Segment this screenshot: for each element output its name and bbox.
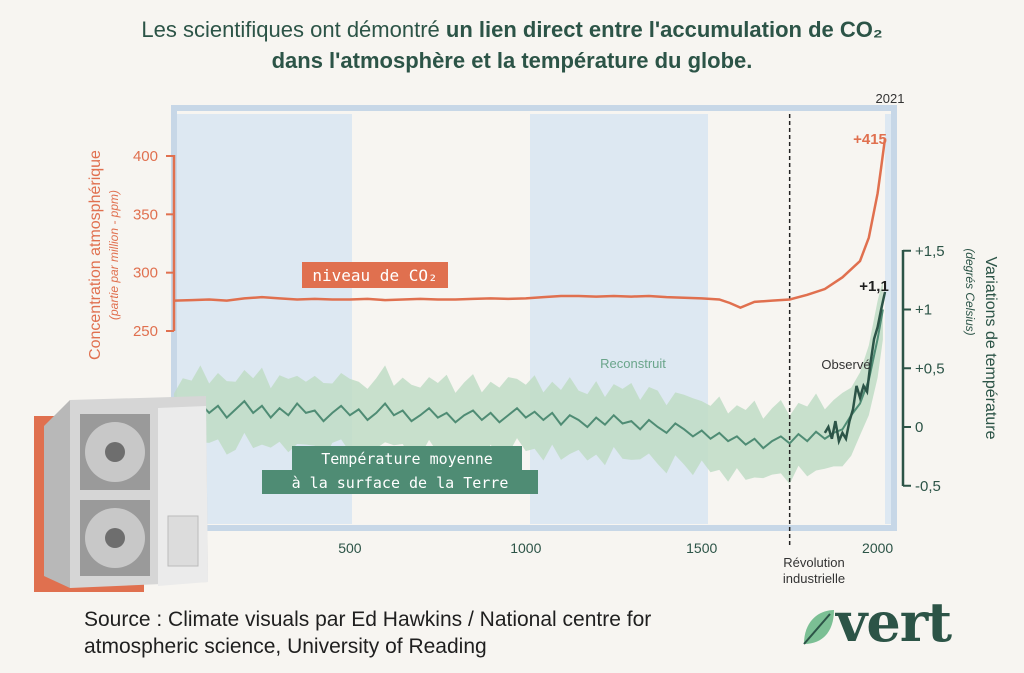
co2-end-label: +415 <box>853 131 887 148</box>
logo-text: vert <box>836 590 952 654</box>
right-axis-tick-label: +1 <box>915 302 932 319</box>
stripe-2000 <box>885 114 893 524</box>
chart-title: Les scientifiques ont démontré un lien d… <box>0 14 1024 76</box>
right-axis-tick-label: +1,5 <box>915 243 945 260</box>
right-axis-tick-label: +0,5 <box>915 360 945 377</box>
x-tick-label: 2000 <box>862 540 893 556</box>
air-conditioner-image <box>30 396 214 592</box>
right-axis-label: Variations de température <box>982 257 999 440</box>
temp-label-line2: à la surface de la Terre <box>292 474 509 492</box>
left-axis-sublabel: (partie par million - ppm) <box>107 190 121 320</box>
revolution-label-line2: industrielle <box>783 571 845 586</box>
x-tick-label: 1000 <box>510 540 541 556</box>
left-axis-tick-label: 350 <box>133 206 158 223</box>
left-axis-tick-label: 300 <box>133 265 158 282</box>
stripe-1000-1500 <box>530 114 708 524</box>
left-axis-tick-label: 250 <box>133 323 158 340</box>
x-tick-label: 1500 <box>686 540 717 556</box>
right-axis-tick-label: -0,5 <box>915 478 941 495</box>
temp-label-box-1 <box>292 446 522 470</box>
title-part1: Les scientifiques ont démontré <box>141 17 446 42</box>
revolution-label-line1: Révolution <box>783 555 844 570</box>
left-axis-label: Concentration atmosphérique <box>87 150 104 360</box>
observed-label: Observé <box>821 357 870 372</box>
temp-end-label: +1,1 <box>859 278 889 295</box>
leaf-icon <box>803 610 834 645</box>
temp-label-box-2 <box>262 470 538 494</box>
co2-label: niveau de CO₂ <box>312 266 437 285</box>
reconstructed-label: Reconstruit <box>600 356 666 371</box>
vert-logo: vert <box>800 590 990 660</box>
title-bold1: un lien direct entre l'accumulation de C… <box>445 17 883 42</box>
co2-label-box <box>302 262 448 288</box>
title-bold2: dans l'atmosphère et la température du g… <box>271 48 753 73</box>
temperature-reconstructed-line <box>173 309 884 450</box>
right-axis-sublabel: (degrés Celsius) <box>963 248 977 335</box>
source-note: Source : Climate visuals par Ed Hawkins … <box>84 608 652 658</box>
left-axis-tick-label: 400 <box>133 148 158 165</box>
year-label: 2021 <box>876 91 905 106</box>
chart: 2021 400 350 300 250 Concentration atmosphéri… <box>87 91 999 586</box>
right-axis-tick-label: 0 <box>915 419 923 436</box>
temp-label-line1: Température moyenne <box>321 450 493 468</box>
temperature-observed-line <box>823 291 887 446</box>
x-tick-label: 500 <box>338 540 362 556</box>
co2-line <box>173 138 887 310</box>
